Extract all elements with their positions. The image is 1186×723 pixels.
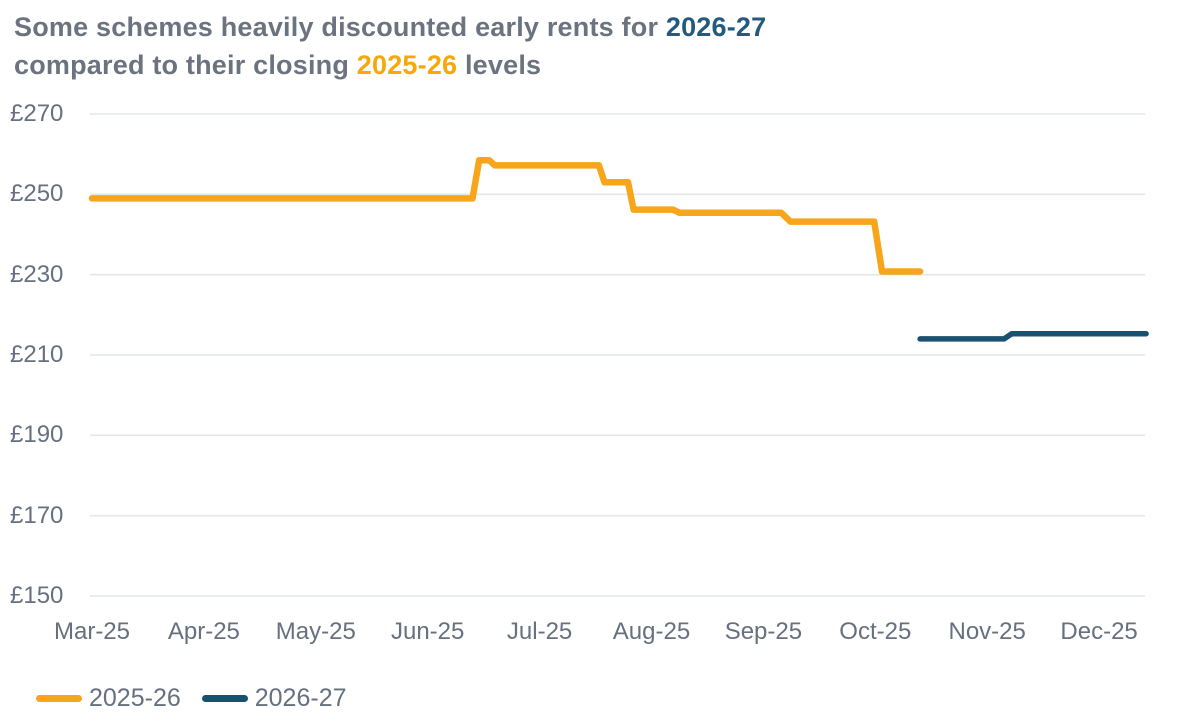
title-text: levels [457, 50, 542, 80]
title-text: Some schemes heavily discounted early re… [14, 12, 666, 42]
x-axis-label: Apr-25 [167, 618, 240, 645]
y-axis-label: £230 [10, 260, 64, 288]
legend-swatch-icon [36, 694, 82, 702]
chart-title-line2: compared to their closing 2025-26 levels [14, 46, 766, 84]
title-text: compared to their closing [14, 50, 357, 80]
y-axis-label: £170 [10, 501, 64, 529]
x-axis-label: Nov-25 [948, 618, 1026, 645]
title-accent-2025-26: 2025-26 [356, 50, 458, 80]
legend-item-2026-27: 2026-27 [201, 683, 347, 713]
series-line-2026-27 [917, 330, 1149, 342]
series-line-2025-26 [88, 156, 924, 275]
chart-title: Some schemes heavily discounted early re… [14, 8, 766, 84]
y-axis-label: £250 [10, 180, 64, 208]
x-axis-label: Mar-25 [53, 618, 131, 645]
x-axis-label: Oct-25 [839, 618, 912, 645]
x-axis-label: May-25 [275, 618, 356, 645]
chart-title-line1: Some schemes heavily discounted early re… [14, 8, 766, 46]
legend-label: 2025-26 [89, 684, 181, 712]
legend-swatch-icon [201, 694, 248, 702]
y-axis-label: £190 [10, 421, 64, 449]
x-axis-label: Dec-25 [1060, 618, 1138, 645]
legend-label: 2026-27 [254, 684, 347, 712]
y-axis-label: £270 [10, 100, 64, 127]
x-axis-label: Aug-25 [612, 618, 691, 645]
legend-item-2025-26: 2025-26 [36, 683, 181, 713]
title-accent-2026-27: 2026-27 [665, 12, 767, 42]
y-axis-label: £150 [10, 582, 64, 609]
x-axis-label: Sep-25 [724, 618, 803, 645]
x-axis-label: Jun-25 [390, 618, 465, 645]
legend: 2025-26 2026-27 [36, 682, 347, 714]
x-axis-label: Jul-25 [506, 618, 573, 645]
y-axis-label: £210 [10, 341, 64, 368]
